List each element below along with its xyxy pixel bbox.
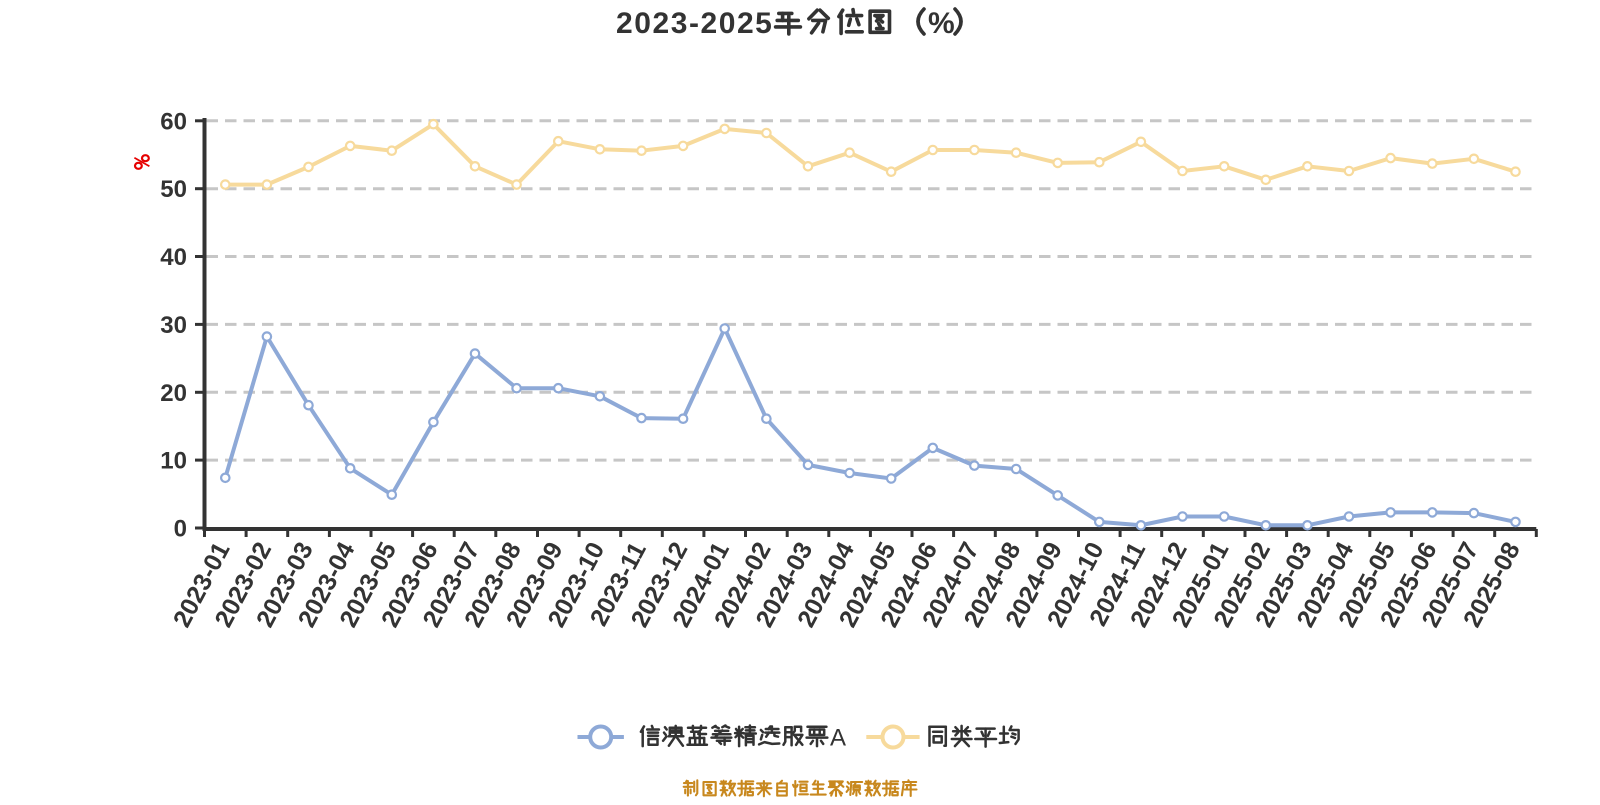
svg-text:20: 20 bbox=[160, 380, 187, 407]
svg-text:40: 40 bbox=[160, 244, 187, 271]
svg-text:60: 60 bbox=[160, 108, 187, 135]
svg-text:30: 30 bbox=[160, 312, 187, 339]
svg-text:50: 50 bbox=[160, 176, 187, 203]
svg-text:A: A bbox=[830, 725, 846, 752]
svg-text:%: % bbox=[928, 7, 955, 40]
svg-text:2023-2025: 2023-2025 bbox=[616, 7, 773, 40]
svg-text:10: 10 bbox=[160, 448, 187, 475]
svg-text:0: 0 bbox=[174, 516, 187, 543]
